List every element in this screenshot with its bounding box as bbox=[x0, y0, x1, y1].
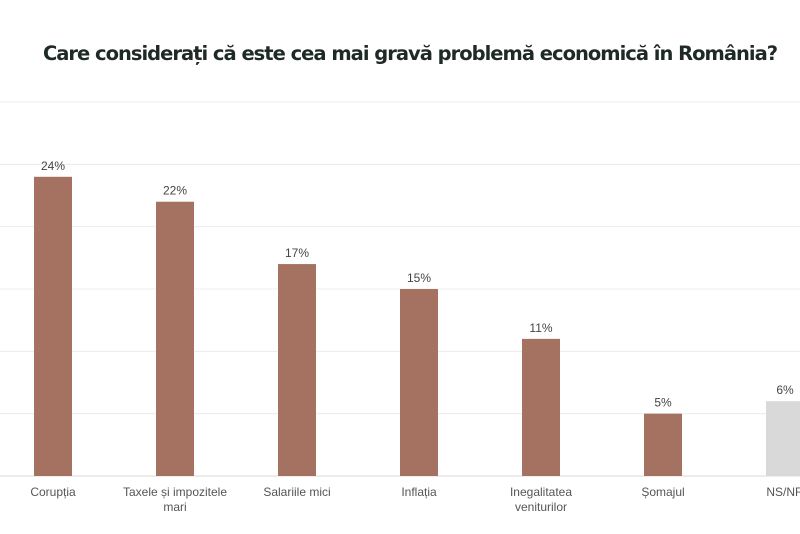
category-label: NS/NR bbox=[766, 485, 800, 499]
bar bbox=[644, 413, 682, 476]
data-label: 5% bbox=[654, 396, 672, 410]
category-label: Inegalitatea bbox=[510, 485, 572, 499]
bar bbox=[278, 264, 316, 476]
bar bbox=[156, 201, 194, 476]
category-label: Șomajul bbox=[641, 485, 684, 499]
data-label: 11% bbox=[529, 321, 552, 335]
bar bbox=[400, 289, 438, 476]
bar bbox=[34, 176, 72, 477]
category-label: Inflația bbox=[401, 485, 437, 499]
category-label: mari bbox=[163, 500, 186, 514]
data-label: 24% bbox=[41, 159, 65, 173]
data-label: 17% bbox=[285, 246, 309, 260]
category-label: veniturilor bbox=[515, 500, 567, 514]
data-label: 15% bbox=[407, 271, 431, 285]
data-label: 6% bbox=[776, 383, 794, 397]
chart-title: Care considerați că este cea mai gravă p… bbox=[42, 42, 778, 65]
category-label: Taxele și impozitele bbox=[123, 485, 227, 499]
category-label: Corupția bbox=[30, 485, 76, 499]
bar bbox=[522, 338, 560, 476]
bar bbox=[766, 401, 800, 476]
data-label: 22% bbox=[163, 184, 187, 198]
category-label: Salariile mici bbox=[263, 485, 330, 499]
